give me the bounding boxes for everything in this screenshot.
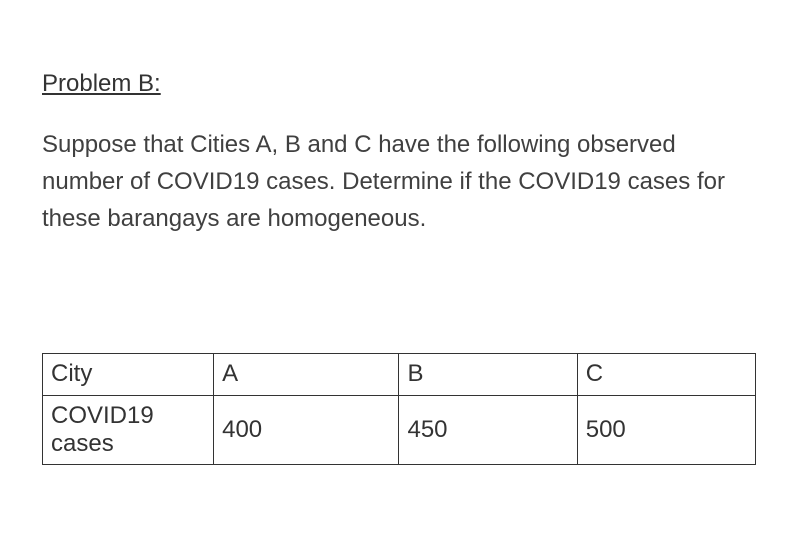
problem-statement: Suppose that Cities A, B and C have the … bbox=[42, 126, 756, 238]
table-header-cell: C bbox=[577, 353, 755, 395]
table-header-row: City A B C bbox=[43, 353, 756, 395]
table-cell: 400 bbox=[214, 395, 399, 464]
data-table: City A B C COVID19 cases 400 450 500 bbox=[42, 353, 756, 465]
table-cell: 450 bbox=[399, 395, 577, 464]
table-row: COVID19 cases 400 450 500 bbox=[43, 395, 756, 464]
table-header-cell: B bbox=[399, 353, 577, 395]
table-header-cell: City bbox=[43, 353, 214, 395]
table-cell: 500 bbox=[577, 395, 755, 464]
table-cell: COVID19 cases bbox=[43, 395, 214, 464]
problem-heading: Problem B: bbox=[42, 70, 756, 98]
table-header-cell: A bbox=[214, 353, 399, 395]
